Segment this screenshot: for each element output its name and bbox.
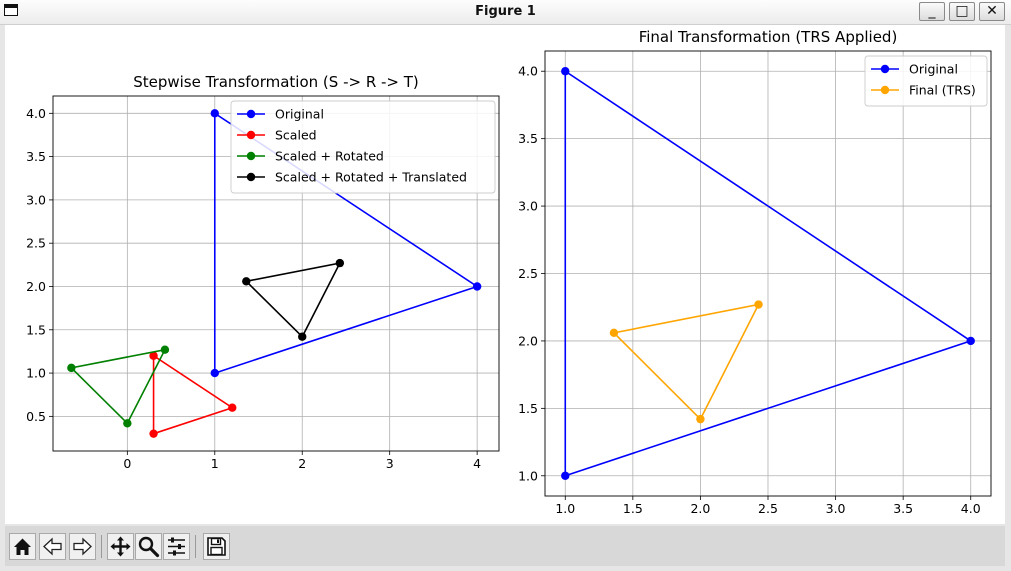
y-tick-label: 1.0 [518,468,538,483]
toolbar-separator [101,535,102,558]
x-tick-label: 2.0 [690,501,710,516]
series-point [149,351,158,360]
series-point [335,258,345,268]
y-tick-label: 1.5 [518,401,538,416]
legend-marker [246,130,256,140]
legend: Original Final (TRS) [864,55,988,107]
series-line-1 [213,111,479,374]
legend-label: Scaled + Rotated [275,149,384,164]
back-arrow-icon [43,537,62,556]
legend-marker [880,85,890,95]
legend-label: Original [909,62,958,77]
series-point [210,109,219,118]
series-line-1 [564,69,973,477]
axes-frame [544,50,992,497]
x-tick-label: 0 [123,456,131,471]
pan-button[interactable] [107,533,134,560]
legend-label: Final (TRS) [909,83,976,98]
x-tick-label: 1.5 [623,501,643,516]
legend-label: Original [275,107,324,122]
series-point [609,328,619,338]
series-line-4 [244,262,342,338]
series-point [123,419,132,428]
series-point [149,429,158,438]
legend-box [230,100,496,194]
chart-2: 1.0 1.5 2.0 2.5 3.0 3.5 4.0 1.0 1.5 2.0 2.5 3.0 3.5 4… [518,28,992,516]
series-point [160,345,170,354]
figure-canvas: 0 1 2 3 4 0.5 1.0 1.5 2.0 2.5 3.0 3.5 4.0 Stepwise Tr… [5,25,1005,524]
legend-label: Scaled [275,128,317,143]
configure-subplots-button[interactable] [163,533,190,560]
series-point [228,403,237,412]
chart-1: 0 1 2 3 4 0.5 1.0 1.5 2.0 2.5 3.0 3.5 4.0 Stepwise Tr… [26,73,500,471]
series-point [298,332,307,341]
home-icon [14,538,31,555]
x-tick-label: 2.5 [758,501,778,516]
series-point [561,67,570,76]
toolbar-separator [195,535,196,558]
x-tick-label: 1 [211,456,219,471]
configure-subplots-icon [168,537,185,556]
series-point [210,368,219,378]
y-tick-label: 0.5 [26,409,46,424]
x-tick-label: 2 [298,456,306,471]
y-tick-label: 3.5 [518,131,538,146]
forward-button[interactable] [69,533,96,560]
minimize-button[interactable]: _ [919,2,945,21]
series-point [754,300,763,309]
figure-svg: 0 1 2 3 4 0.5 1.0 1.5 2.0 2.5 3.0 3.5 4.0 Stepwise Tr… [26,28,992,516]
y-tick-label: 3.0 [26,192,46,207]
y-tick-label: 2.0 [26,279,46,294]
y-tick-label: 2.0 [518,333,538,348]
y-tick-label: 1.0 [26,366,46,381]
save-button[interactable] [203,533,230,560]
zoom-icon [138,536,160,558]
x-tick-label: 3.0 [826,501,846,516]
axes-frame [52,95,500,452]
navigation-toolbar [5,526,1005,566]
x-tick-label: 3 [386,456,394,471]
pan-icon [110,536,131,557]
series-point [472,282,482,291]
y-tick-label: 3.5 [26,149,46,164]
x-tick-label: 1.0 [555,501,575,516]
y-tick-label: 2.5 [518,266,538,281]
home-button[interactable] [9,533,36,560]
back-button[interactable] [39,533,66,560]
series-line-3 [69,348,167,424]
legend-marker [246,172,256,182]
legend: Original Scaled Scaled + Rotated Scaled + R… [230,100,496,194]
series-line-2 [612,303,760,420]
series-point [966,336,975,346]
y-tick-label: 1.5 [26,322,46,337]
y-tick-label: 3.0 [518,199,538,214]
window-titlebar: Figure 1 _ □ ✕ [0,0,1011,25]
legend-marker [880,64,890,74]
series-point [696,414,705,424]
series-point [561,471,570,480]
legend-label: Scaled + Rotated + Translated [275,170,467,185]
y-tick-label: 4.0 [518,64,538,79]
window-title: Figure 1 [475,4,536,19]
x-tick-label: 4.0 [961,501,981,516]
x-tick-label: 4 [473,456,481,471]
chart-title: Final Transformation (TRS Applied) [639,28,898,46]
series-point [67,363,76,373]
forward-arrow-icon [73,537,92,556]
series-line-2 [152,354,235,435]
y-tick-label: 2.5 [26,236,46,251]
legend-marker [246,151,256,161]
zoom-button[interactable] [135,533,162,560]
window-icon [4,4,18,16]
legend-marker [246,109,256,119]
save-icon [207,537,226,556]
chart-title: Stepwise Transformation (S -> R -> T) [133,73,419,91]
maximize-button[interactable]: □ [949,2,975,21]
series-point [242,277,251,286]
y-tick-label: 4.0 [26,106,46,121]
x-tick-label: 3.5 [893,501,913,516]
close-button[interactable]: ✕ [979,2,1005,21]
